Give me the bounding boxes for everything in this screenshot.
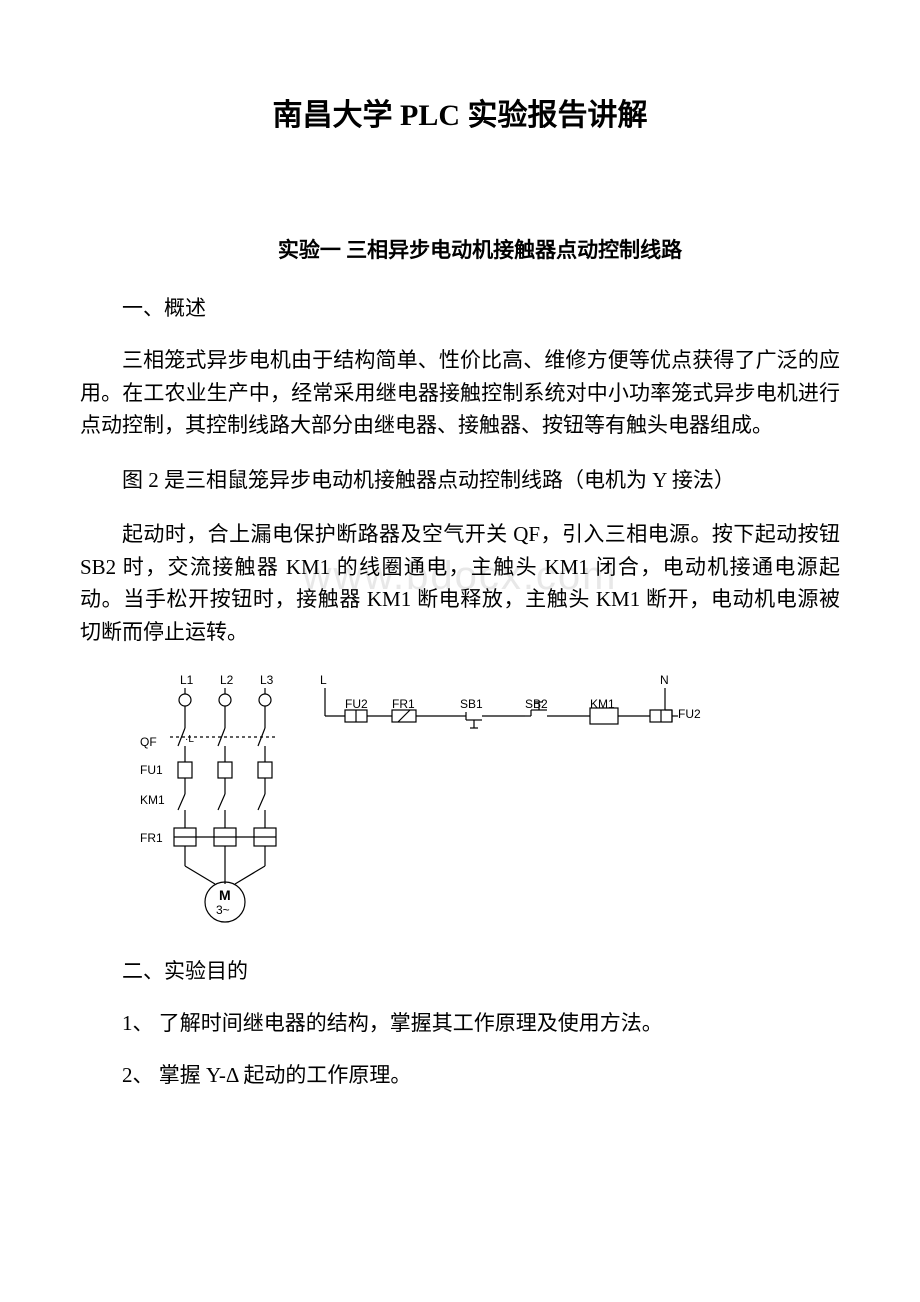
paragraph-figure-caption: 图 2 是三相鼠笼异步电动机接触器点动控制线路（电机为 Y 接法） [80,464,840,497]
circuit-diagram: L1 L2 L3 L N QF [130,670,840,935]
svg-text:SB1: SB1 [460,697,483,711]
circuit-svg: L1 L2 L3 L N QF [130,670,710,930]
svg-text:FU1: FU1 [140,763,163,777]
svg-text:M: M [219,887,231,903]
paragraph-overview: 三相笼式异步电机由于结构简单、性价比高、维修方便等优点获得了广泛的应用。在工农业… [80,344,840,442]
svg-text:KM1: KM1 [590,697,615,711]
svg-text:L3: L3 [260,673,274,687]
svg-text:·L: ·L [185,734,194,745]
svg-text:FR1: FR1 [392,697,415,711]
svg-text:3~: 3~ [216,903,230,917]
section-2-heading: 二、实验目的 [80,955,840,985]
document-content: 南昌大学 PLC 实验报告讲解 实验一 三相异步电动机接触器点动控制线路 一、概… [80,90,840,1089]
paragraph-operation: 起动时，合上漏电保护断路器及空气开关 QF，引入三相电源。按下起动按钮 SB2 … [80,518,840,648]
svg-text:L2: L2 [220,673,234,687]
objective-item-2: 2、 掌握 Y-Δ 起动的工作原理。 [80,1059,840,1089]
experiment-subtitle: 实验一 三相异步电动机接触器点动控制线路 [80,234,840,264]
svg-text:L1: L1 [180,673,194,687]
svg-text:SB2: SB2 [525,697,548,711]
svg-text:FR1: FR1 [140,831,163,845]
svg-text:FU2: FU2 [345,697,368,711]
section-1-heading: 一、概述 [80,292,840,322]
svg-text:KM1: KM1 [140,793,165,807]
svg-text:L: L [320,673,327,687]
document-title: 南昌大学 PLC 实验报告讲解 [80,90,840,134]
svg-text:FU2: FU2 [678,707,701,721]
svg-text:N: N [660,673,669,687]
svg-text:QF: QF [140,735,157,749]
objective-item-1: 1、 了解时间继电器的结构，掌握其工作原理及使用方法。 [80,1007,840,1037]
